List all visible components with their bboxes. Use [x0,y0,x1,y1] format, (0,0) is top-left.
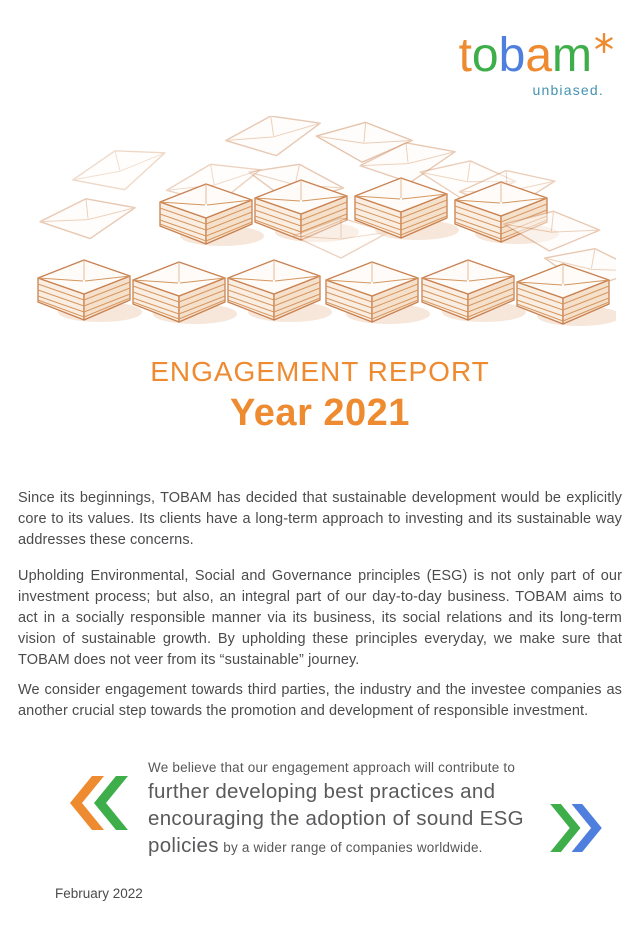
envelope-stacks-sketch [37,108,640,327]
logo-wordmark: tobam [459,14,614,80]
pull-quote-emphasis: further developing best practices and en… [148,780,524,858]
report-title: ENGAGEMENT REPORT [150,356,490,387]
logo-letter-m: m [552,29,592,82]
logo-letter-o: o [471,29,499,82]
double-chevron-left-icon [70,776,128,859]
logo-tagline: unbiased. [532,82,604,98]
intro-paragraphs: Since its beginnings, TOBAM has decided … [18,488,622,722]
pull-quote-outro: by a wider range of companies worldwide. [223,840,483,856]
paragraph-3: We consider engagement towards third par… [18,682,622,719]
logo-asterisk-icon [594,14,614,62]
logo-letter-a: a [525,29,553,82]
pull-quote: We believe that our engagement approach … [70,760,602,859]
publication-date: February 2022 [55,886,143,901]
pull-quote-text: We believe that our engagement approach … [148,760,544,859]
logo-letter-t: t [458,29,472,82]
logo-letter-b: b [498,29,526,82]
envelope-stacks-illustration [26,108,640,336]
paragraph-2: Upholding Environmental, Social and Gove… [18,568,622,668]
tobam-logo: tobam unbiased. [459,14,614,98]
paragraph-1: Since its beginnings, TOBAM has decided … [18,490,622,548]
pull-quote-intro: We believe that our engagement approach … [148,760,516,775]
report-year: Year 2021 [230,392,410,434]
double-chevron-right-icon [550,804,602,857]
